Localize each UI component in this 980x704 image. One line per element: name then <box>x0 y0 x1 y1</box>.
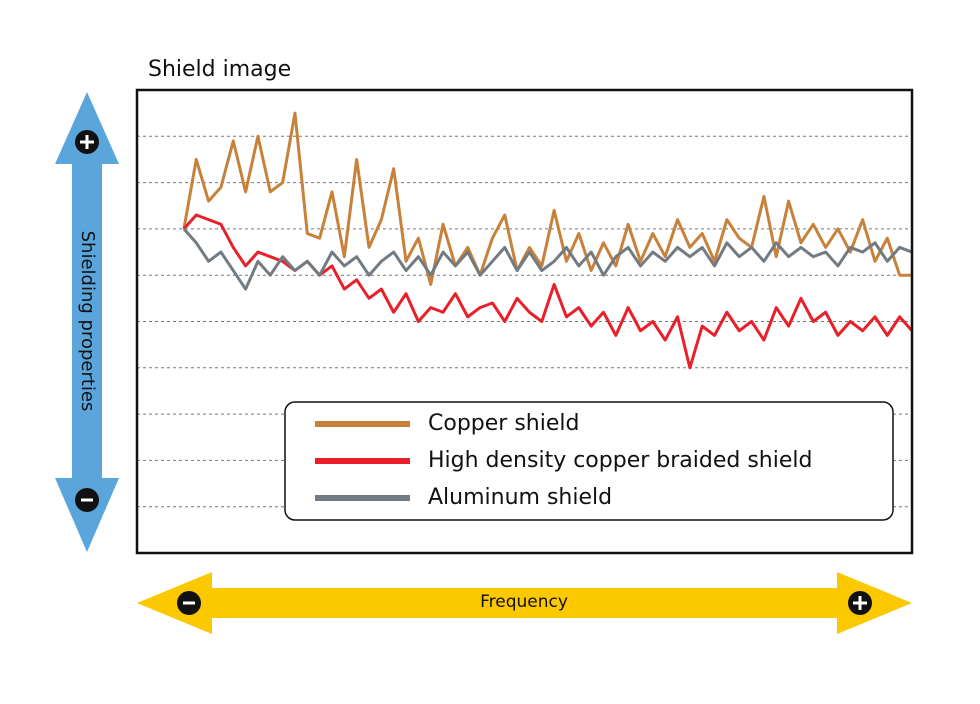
x-arrow <box>137 572 912 634</box>
legend-label: Aluminum shield <box>428 485 612 510</box>
y-axis-label: Shielding properties <box>77 231 98 412</box>
legend-label: Copper shield <box>428 411 579 436</box>
plot-frame <box>135 88 914 555</box>
chart-title: Shield image <box>148 57 291 82</box>
series-line <box>182 111 912 286</box>
plot-area <box>137 111 914 508</box>
series-line <box>182 227 913 291</box>
legend-box <box>284 401 894 521</box>
x-axis-label: Frequency <box>480 592 568 612</box>
legend-label: High density copper braided shield <box>428 448 812 473</box>
y-arrow <box>55 92 119 552</box>
